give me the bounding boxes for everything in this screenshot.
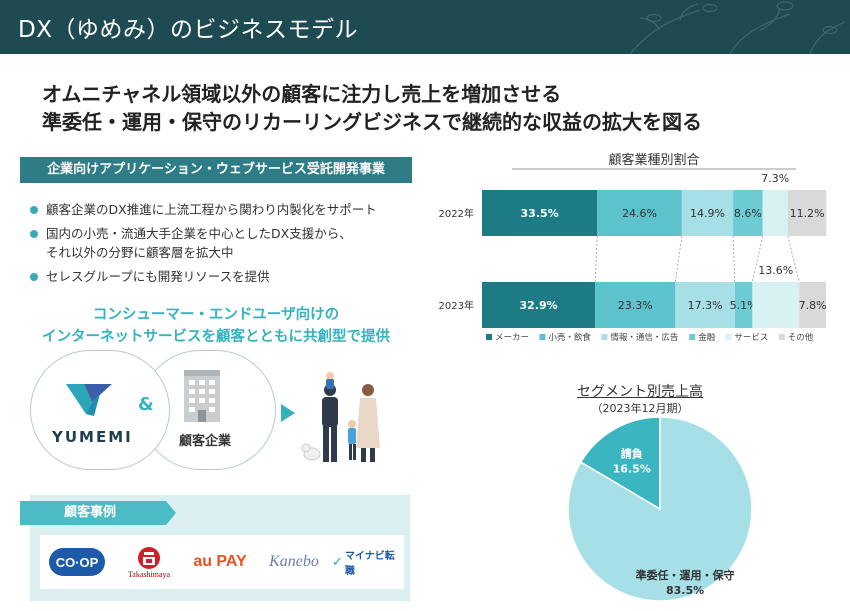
data-label: 13.6% (758, 264, 793, 277)
legend-label: 小売・飲食 (548, 332, 591, 343)
legend-swatch (689, 334, 696, 340)
category-label: 2023年 (439, 299, 474, 312)
bar-segment (595, 282, 676, 328)
bar-segment (482, 190, 598, 236)
takashimaya-mark-icon (138, 546, 160, 569)
family-illustration (301, 372, 380, 462)
data-label: 24.6% (622, 207, 657, 220)
data-label: 14.9% (690, 207, 725, 220)
bar-segment (787, 190, 827, 236)
client-label: 顧客企業 (178, 434, 231, 449)
connector-line (594, 235, 598, 283)
coop-logo-icon: CO·OP (49, 548, 105, 576)
yumemi-circle (30, 350, 170, 470)
page-title: DX（ゆめみ）のビジネスモデル (18, 17, 358, 43)
connector-line (674, 235, 683, 283)
bar-segment (681, 190, 734, 236)
data-label: 5.1% (730, 299, 758, 312)
business-bullet-list: 顧客企業のDX推進に上流工程から関わり内製化をサポート 国内の小売・流通大手企業… (30, 200, 420, 291)
bullet-item: 顧客企業のDX推進に上流工程から関わり内製化をサポート (30, 200, 420, 219)
headline-line-1: オムニチャネル領域以外の顧客に注力し売上を増加させる (42, 82, 562, 106)
bullet-item: セレスグループにも開発リソースを提供 (30, 267, 420, 286)
building-icon (184, 370, 220, 422)
headline: オムニチャネル領域以外の顧客に注力し売上を増加させる 準委任・運用・保守のリカー… (42, 80, 822, 136)
data-label: 8.6% (734, 207, 762, 220)
bar-segment (762, 190, 788, 236)
slice-value-label: 83.5% (666, 584, 704, 597)
legend-label: サービス (734, 333, 768, 343)
bar-segment (482, 282, 596, 328)
cases-tab-shape (20, 501, 176, 525)
yumemi-wordmark: YUMEMI (52, 428, 133, 446)
pie-slice (579, 416, 661, 511)
legend-label: その他 (788, 332, 814, 343)
legend-label: 金融 (698, 332, 716, 343)
slice-value-label: 16.5% (613, 462, 651, 475)
segment-chart-subtitle: （2023年12月期） (591, 402, 689, 415)
data-label: 17.3% (688, 299, 723, 312)
data-label: 32.9% (520, 299, 558, 312)
mynavi-mark-icon: ✓ (332, 554, 343, 570)
data-label: 23.3% (618, 299, 653, 312)
pie-slice (567, 416, 753, 602)
bullet-dot-icon (30, 230, 38, 238)
right-arrow-icon (281, 404, 295, 422)
legend-swatch (601, 334, 608, 340)
slice-name-label: 請負 (621, 446, 643, 460)
svg-text:CO·OP: CO·OP (56, 555, 99, 570)
bar-segment (733, 190, 763, 236)
segment-sales-chart: 請負 16.5% 準委任・運用・保守 83.5% (567, 416, 753, 602)
slice-name-label: 準委任・運用・保守 (636, 568, 735, 582)
customer-logos: CO·OP Takashimaya au PAY Kanebo ✓ マイナビ転職 (40, 535, 404, 589)
legend-label: メーカー (495, 333, 529, 343)
segment-chart-title: セグメント別売上高 (577, 384, 703, 400)
legend-label: 情報・通信・広告 (610, 332, 678, 343)
connector-line (732, 235, 736, 283)
legend-swatch (725, 334, 732, 340)
bar-segment (734, 282, 753, 328)
bar-segment (752, 282, 800, 328)
data-label: 7.3% (761, 172, 789, 185)
partnership-diagram: YUMEMI & 顧客企業 (30, 350, 276, 470)
data-label: 7.8% (799, 299, 827, 312)
business-title: 企業向けアプリケーション・ウェブサービス受託開発事業 (20, 157, 412, 183)
bar-segment (799, 282, 826, 328)
bar-segment (597, 190, 682, 236)
bullet-dot-icon (30, 206, 38, 214)
mynavi-logo: ✓ マイナビ転職 (332, 551, 395, 577)
data-label: 33.5% (521, 207, 559, 220)
header-bar: DX（ゆめみ）のビジネスモデル (0, 0, 850, 54)
takashimaya-logo: Takashimaya (116, 535, 182, 589)
bullet-dot-icon (30, 273, 38, 281)
industry-share-chart: 顧客業種別割合 2022年 33.5% 24.6% 14.9% 8.6% 7.3% 11.2%… (439, 152, 827, 343)
aupay-logo: au PAY (193, 553, 247, 570)
legend-swatch (778, 334, 785, 340)
coop-logo: CO·OP (46, 535, 108, 589)
legend-swatch (539, 334, 546, 340)
bullet-item-continued: それ以外の分野に顧客層を拡大中 (46, 245, 234, 260)
cases-title: 顧客事例 (63, 505, 116, 520)
bullet-item: 国内の小売・流通大手企業を中心としたDX支援から、 (30, 224, 420, 243)
cocreation-tagline: コンシューマー・エンドユーザ向けの インターネットサービスを顧客とともに共創型で… (42, 307, 390, 345)
botanical-decoration-icon (629, 1, 846, 54)
yumemi-logo-icon (66, 384, 112, 416)
legend-swatch (486, 334, 492, 340)
ampersand: & (138, 394, 154, 415)
kanebo-logo: Kanebo (269, 553, 319, 570)
chart-title: 顧客業種別割合 (608, 152, 699, 168)
category-label: 2022年 (439, 207, 474, 220)
data-label: 11.2% (790, 207, 825, 220)
headline-line-2: 準委任・運用・保守のリカーリングビジネスで継続的な収益の拡大を図る (42, 110, 702, 134)
bar-segment (675, 282, 735, 328)
